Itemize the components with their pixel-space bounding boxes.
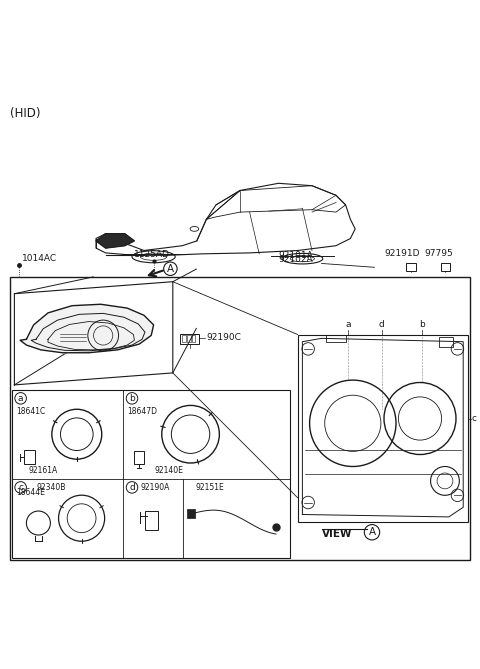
Text: 1125AD: 1125AD — [134, 250, 170, 259]
Text: 92340B: 92340B — [36, 482, 65, 492]
Text: 18644E: 18644E — [16, 488, 45, 497]
Text: 92161A: 92161A — [29, 466, 58, 475]
Text: VIEW: VIEW — [322, 529, 352, 539]
Text: 1014AC: 1014AC — [22, 254, 57, 264]
Text: 92191D: 92191D — [384, 249, 420, 258]
Text: 92190C: 92190C — [206, 333, 241, 343]
Text: A: A — [167, 264, 174, 274]
Bar — [187, 508, 195, 518]
Bar — [192, 335, 195, 342]
Bar — [145, 511, 158, 531]
Text: a: a — [18, 394, 24, 403]
Text: (HID): (HID) — [10, 106, 40, 120]
Bar — [10, 277, 470, 560]
Text: 18641C: 18641C — [16, 407, 45, 415]
Text: b: b — [129, 394, 135, 403]
Text: d: d — [379, 320, 384, 328]
Bar — [12, 390, 290, 558]
Text: 92151E: 92151E — [195, 482, 224, 492]
Text: 97795: 97795 — [425, 249, 454, 258]
Text: 92101A: 92101A — [278, 251, 313, 260]
Text: c: c — [18, 483, 23, 492]
Bar — [441, 262, 450, 271]
Bar — [180, 334, 199, 344]
Text: A: A — [369, 527, 375, 537]
Bar — [187, 335, 191, 342]
Text: 92102A: 92102A — [278, 256, 313, 264]
Bar — [24, 450, 35, 464]
Text: b: b — [420, 320, 425, 328]
Bar — [326, 334, 346, 342]
Bar — [406, 262, 416, 271]
Text: 92140E: 92140E — [155, 466, 183, 475]
Text: 92190A: 92190A — [140, 482, 169, 492]
Polygon shape — [96, 233, 134, 248]
Bar — [298, 334, 468, 522]
Polygon shape — [20, 304, 154, 353]
Text: d: d — [129, 483, 135, 492]
Bar — [134, 451, 144, 464]
Bar — [439, 337, 453, 347]
Text: 18647D: 18647D — [127, 407, 157, 415]
Bar — [182, 335, 186, 342]
Text: c: c — [472, 414, 477, 423]
Text: a: a — [345, 320, 351, 328]
